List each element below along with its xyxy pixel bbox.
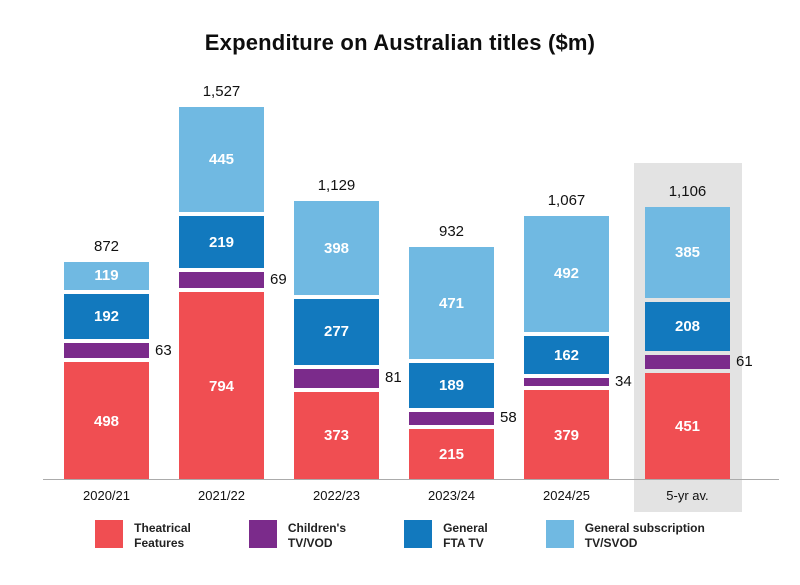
legend-item: General FTA TV <box>404 520 488 551</box>
segment-value-label: 385 <box>674 243 701 261</box>
segment-value-label: 471 <box>438 294 465 312</box>
legend-item: Theatrical Features <box>95 520 191 551</box>
legend-swatch <box>248 520 277 548</box>
bar-total-label: 1,527 <box>202 82 241 100</box>
bar-total-label: 1,129 <box>317 177 356 195</box>
bar-segment <box>645 354 730 370</box>
segment-value-label: 119 <box>94 267 119 285</box>
segment-value-label: 215 <box>438 446 465 464</box>
bar-column: 1,067 492 162 379 34 <box>524 192 632 480</box>
bar-segment: 498 <box>64 362 149 480</box>
bar-segment: 215 <box>409 429 494 480</box>
segment-value-label: 451 <box>674 418 701 436</box>
bar-total-label: 1,106 <box>668 182 707 200</box>
category-label: 2023/24 <box>428 488 475 503</box>
x-axis-line <box>43 479 779 480</box>
segment-value-label: 373 <box>323 427 350 445</box>
bar-segment: 379 <box>524 390 609 480</box>
segment-value-label: 498 <box>93 412 120 430</box>
bar-segment <box>524 378 609 387</box>
legend-item: Children's TV/VOD <box>248 520 347 551</box>
bar-segment: 794 <box>179 292 264 480</box>
category-label: 2020/21 <box>83 488 130 503</box>
segment-value-label: 219 <box>208 233 235 251</box>
segment-outside-value-label: 58 <box>500 409 517 427</box>
category-label: 5-yr av. <box>666 488 709 503</box>
bar-segment: 471 <box>409 247 494 359</box>
chart-title: Expenditure on Australian titles ($m) <box>204 30 596 55</box>
segment-outside-value-label: 81 <box>385 369 402 387</box>
bar-segment: 492 <box>524 215 609 333</box>
legend-swatch <box>545 520 574 548</box>
bar-segment <box>179 271 264 289</box>
bar-segment: 373 <box>294 391 379 480</box>
segment-value-label: 162 <box>553 346 580 364</box>
bar-segment: 162 <box>524 336 609 375</box>
legend: Theatrical Features Children's TV/VOD Gene… <box>0 520 800 551</box>
legend-item: General subscription TV/SVOD <box>545 520 705 551</box>
segment-value-label: 398 <box>323 239 350 257</box>
bar-segment: 445 <box>179 106 264 213</box>
segment-value-label: 379 <box>553 426 580 444</box>
category-label: 2024/25 <box>543 488 590 503</box>
legend-label: Theatrical Features <box>134 521 191 550</box>
legend-swatch <box>404 520 433 548</box>
bar-segment: 451 <box>645 373 730 480</box>
bar-segment: 398 <box>294 201 379 296</box>
bar-segment: 189 <box>409 362 494 408</box>
bar-segment: 277 <box>294 299 379 365</box>
segment-outside-value-label: 61 <box>736 353 753 371</box>
segment-value-label: 189 <box>438 376 465 394</box>
bar-total-label: 1,067 <box>547 191 586 209</box>
segment-value-label: 794 <box>208 377 235 395</box>
segment-outside-value-label: 69 <box>270 271 287 289</box>
bar-segment <box>64 343 149 359</box>
category-label: 2022/23 <box>313 488 360 503</box>
segment-value-label: 492 <box>553 265 580 283</box>
legend-label: General subscription TV/SVOD <box>584 521 705 550</box>
bar-segment: 119 <box>64 261 149 290</box>
bar-column: 932 471 189 215 58 <box>409 223 517 480</box>
bar-segment: 192 <box>64 293 149 340</box>
segment-outside-value-label: 34 <box>615 373 632 391</box>
bar-segment <box>294 368 379 388</box>
bar-total-label: 932 <box>438 223 465 241</box>
bar-total-label: 872 <box>93 237 120 255</box>
segment-value-label: 445 <box>208 151 235 169</box>
segment-value-label: 208 <box>674 317 701 335</box>
bar-segment: 385 <box>645 206 730 298</box>
bar-column: 872 119 192 498 63 <box>64 238 172 480</box>
segment-value-label: 192 <box>93 308 120 326</box>
legend-swatch <box>95 520 124 548</box>
bar-column: 1,527 445 219 794 69 <box>179 83 287 480</box>
category-label: 2021/22 <box>198 488 245 503</box>
bar-column: 1,106 385 208 451 61 <box>645 183 753 480</box>
bar-segment: 219 <box>179 216 264 268</box>
bar-segment <box>409 411 494 426</box>
legend-label: Children's TV/VOD <box>287 521 347 550</box>
bar-segment: 208 <box>645 301 730 351</box>
legend-label: General FTA TV <box>443 521 488 550</box>
segment-outside-value-label: 63 <box>155 341 172 359</box>
bar-column: 1,129 398 277 373 81 <box>294 177 402 480</box>
segment-value-label: 277 <box>323 323 350 341</box>
